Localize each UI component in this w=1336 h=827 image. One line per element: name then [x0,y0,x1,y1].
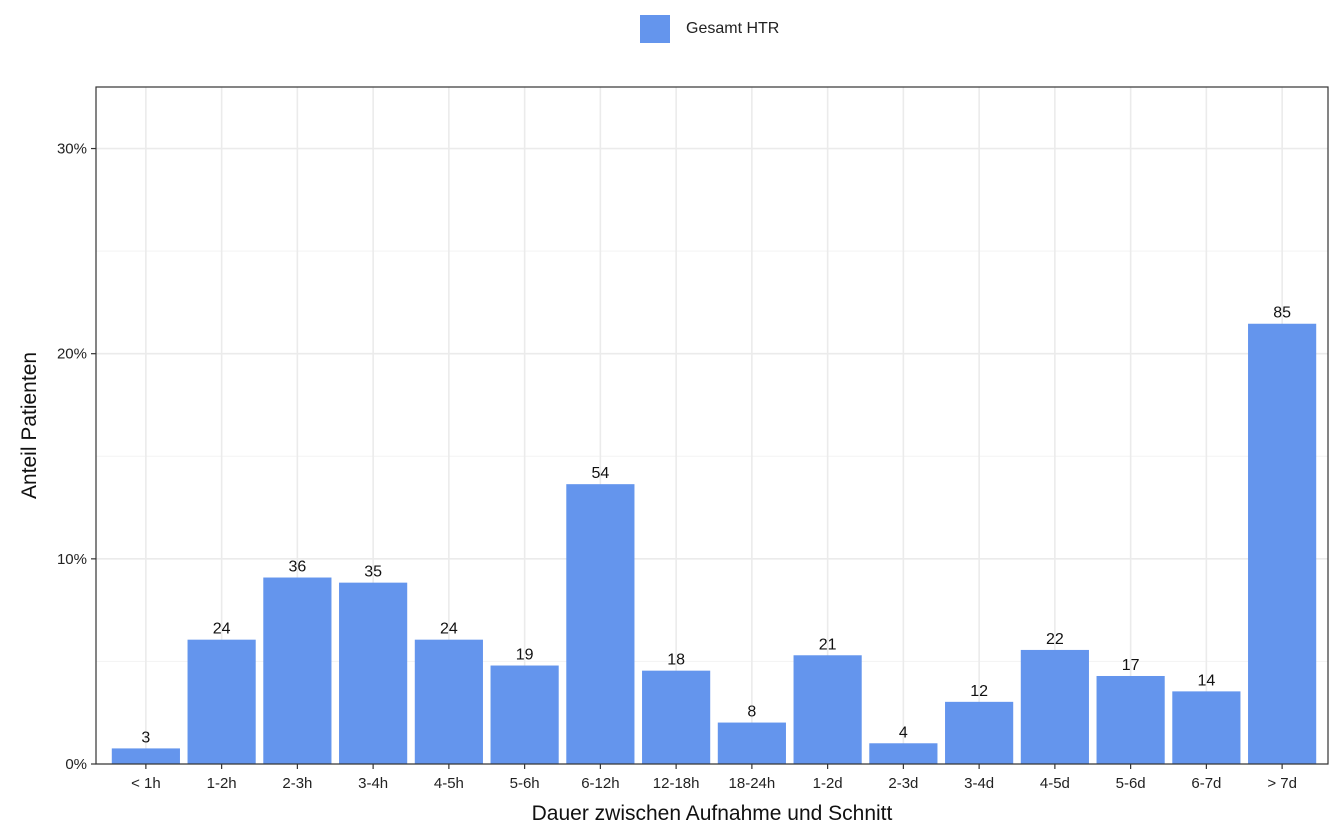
bar [187,639,256,764]
bar [414,639,483,764]
x-tick-label: 2-3d [888,775,918,792]
x-tick-label: 18-24h [729,775,776,792]
bar [263,577,332,764]
bar [793,655,862,764]
bar [566,484,635,764]
bar [642,670,711,764]
x-axis-title: Dauer zwischen Aufnahme und Schnitt [532,802,893,825]
legend-label: Gesamt HTR [686,20,780,37]
bar-value-label: 4 [899,724,908,741]
bar-value-label: 18 [667,652,685,669]
bar-value-label: 85 [1273,305,1291,322]
bar-value-label: 19 [516,647,534,664]
x-tick-label: 3-4h [358,775,388,792]
x-tick-label: 1-2h [207,775,237,792]
bar [1096,675,1165,764]
x-tick-label: 6-7d [1191,775,1221,792]
bar-value-label: 21 [819,636,837,653]
x-tick-label: 6-12h [581,775,619,792]
x-tick-label: 5-6h [510,775,540,792]
y-tick-label: 20% [57,346,87,363]
bar [869,743,938,764]
bar-value-label: 35 [364,564,382,581]
bar-value-label: 22 [1046,631,1064,648]
x-tick-label: > 7d [1267,775,1297,792]
bar [717,722,786,764]
legend-swatch [640,15,670,43]
x-tick-label: 3-4d [964,775,994,792]
x-tick-label: < 1h [131,775,161,792]
x-tick-label: 5-6d [1116,775,1146,792]
bar [1020,649,1089,764]
bar-value-label: 24 [440,621,458,638]
bar-value-label: 12 [970,683,988,700]
bar-value-label: 14 [1197,672,1215,689]
y-tick-label: 30% [57,141,87,158]
bar [1248,323,1317,764]
x-tick-label: 1-2d [813,775,843,792]
y-axis-title: Anteil Patienten [18,352,41,499]
bar [111,748,180,764]
bar-value-label: 24 [213,621,231,638]
legend: Gesamt HTR [640,14,779,44]
bar-value-label: 8 [747,704,756,721]
y-tick-label: 0% [65,756,87,773]
bar [1172,691,1241,764]
bar-value-label: 36 [288,559,306,576]
bar-value-label: 3 [141,729,150,746]
bar-value-label: 17 [1122,657,1140,674]
x-tick-label: 4-5d [1040,775,1070,792]
bar [339,582,408,764]
y-tick-label: 10% [57,551,87,568]
x-tick-label: 12-18h [653,775,700,792]
bar [490,665,559,764]
bar [945,701,1014,764]
x-tick-label: 4-5h [434,775,464,792]
bar-value-label: 54 [591,465,609,482]
x-tick-label: 2-3h [282,775,312,792]
plot-border [95,86,1329,765]
